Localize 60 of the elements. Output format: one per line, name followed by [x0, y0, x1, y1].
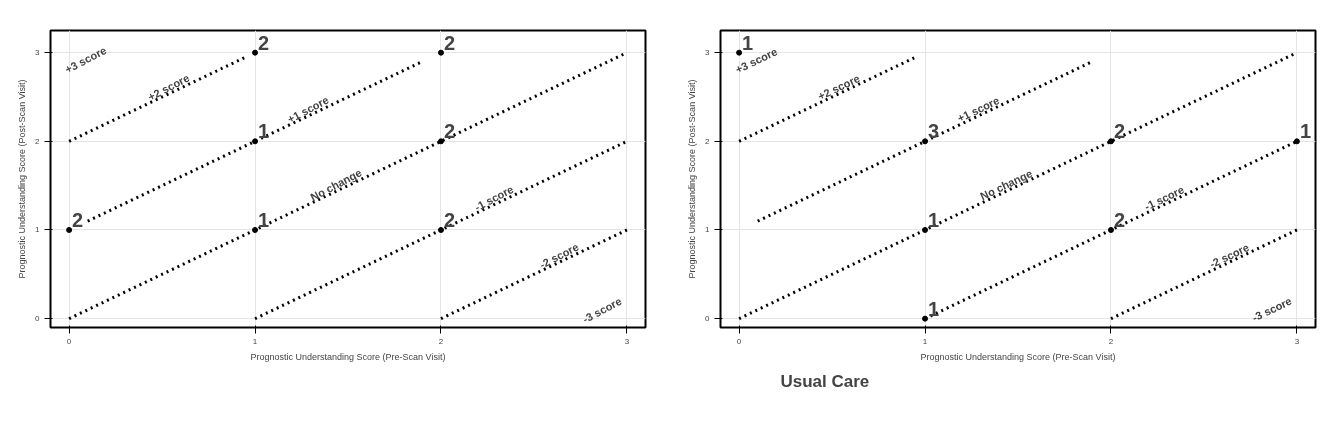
- y-tick-label: 1: [705, 225, 711, 235]
- y-tick-label: 0: [705, 314, 711, 324]
- annotation: 2: [443, 120, 456, 143]
- y-tick-label: 0: [35, 314, 41, 324]
- point: [1107, 226, 1114, 233]
- annotation: +2 score: [815, 72, 862, 103]
- y-tick-label: 3: [35, 48, 41, 58]
- point: [437, 49, 444, 56]
- text: Usual Care: [780, 371, 870, 391]
- annotation: +1 score: [955, 94, 1002, 125]
- annotation: 2: [1113, 208, 1126, 231]
- annotation: 2: [72, 208, 84, 231]
- annotation: +2 score: [145, 71, 192, 104]
- point: [922, 138, 929, 145]
- annotation: -1 score: [472, 182, 516, 214]
- x-axis-title: Prognostic Understanding Score (Pre-Scan Visit): [250, 351, 446, 362]
- annotation: -2 score: [537, 240, 581, 271]
- point: [252, 226, 259, 233]
- annotation: -1 score: [1142, 183, 1186, 213]
- annotation: +3 score: [62, 43, 109, 76]
- x-tick-label: 2: [1108, 336, 1114, 346]
- annotation: 1: [1299, 120, 1312, 143]
- x-tick-label: 3: [1294, 336, 1300, 346]
- point: [66, 226, 73, 233]
- y-tick-label: 1: [35, 225, 41, 235]
- annotation: -2 score: [1207, 241, 1251, 271]
- point: [252, 138, 259, 145]
- x-tick-label: 0: [736, 336, 742, 346]
- y-axis-title: Prognostic Understanding Score (Post-Scan Visit): [687, 79, 698, 279]
- annotation: -3 score: [580, 294, 624, 326]
- annotation: 1: [742, 31, 754, 54]
- y-tick-label: 2: [705, 136, 711, 146]
- y-tick-label: 3: [705, 48, 711, 58]
- y-tick-label: 2: [35, 136, 41, 146]
- annotation: +1 score: [285, 93, 331, 126]
- annotation: 2: [258, 31, 270, 54]
- point: [922, 226, 929, 233]
- annotation: 1: [258, 208, 270, 231]
- point: [736, 49, 743, 56]
- point: [1107, 138, 1114, 145]
- x-tick-label: 1: [922, 336, 928, 346]
- annotation: 1: [928, 297, 940, 320]
- y-axis-title: Prognostic Understanding Score (Post-Scan Visit): [17, 79, 28, 279]
- point: [1293, 138, 1300, 145]
- annotation: 1: [258, 120, 270, 143]
- point: [922, 315, 929, 322]
- point: [437, 138, 444, 145]
- x-tick-label: 2: [438, 336, 444, 346]
- annotation: 1: [928, 208, 940, 231]
- annotation: 2: [443, 31, 456, 54]
- annotation: -3 score: [1250, 294, 1294, 324]
- annotation: 2: [1113, 120, 1126, 143]
- point: [437, 226, 444, 233]
- annotation: 3: [928, 120, 940, 143]
- x-axis-title: Prognostic Understanding Score (Pre-Scan Visit): [920, 351, 1116, 362]
- x-tick-label: 0: [66, 336, 72, 346]
- point: [252, 49, 259, 56]
- x-tick-label: 3: [624, 336, 630, 346]
- annotation: 2: [443, 208, 456, 231]
- x-tick-label: 1: [252, 336, 258, 346]
